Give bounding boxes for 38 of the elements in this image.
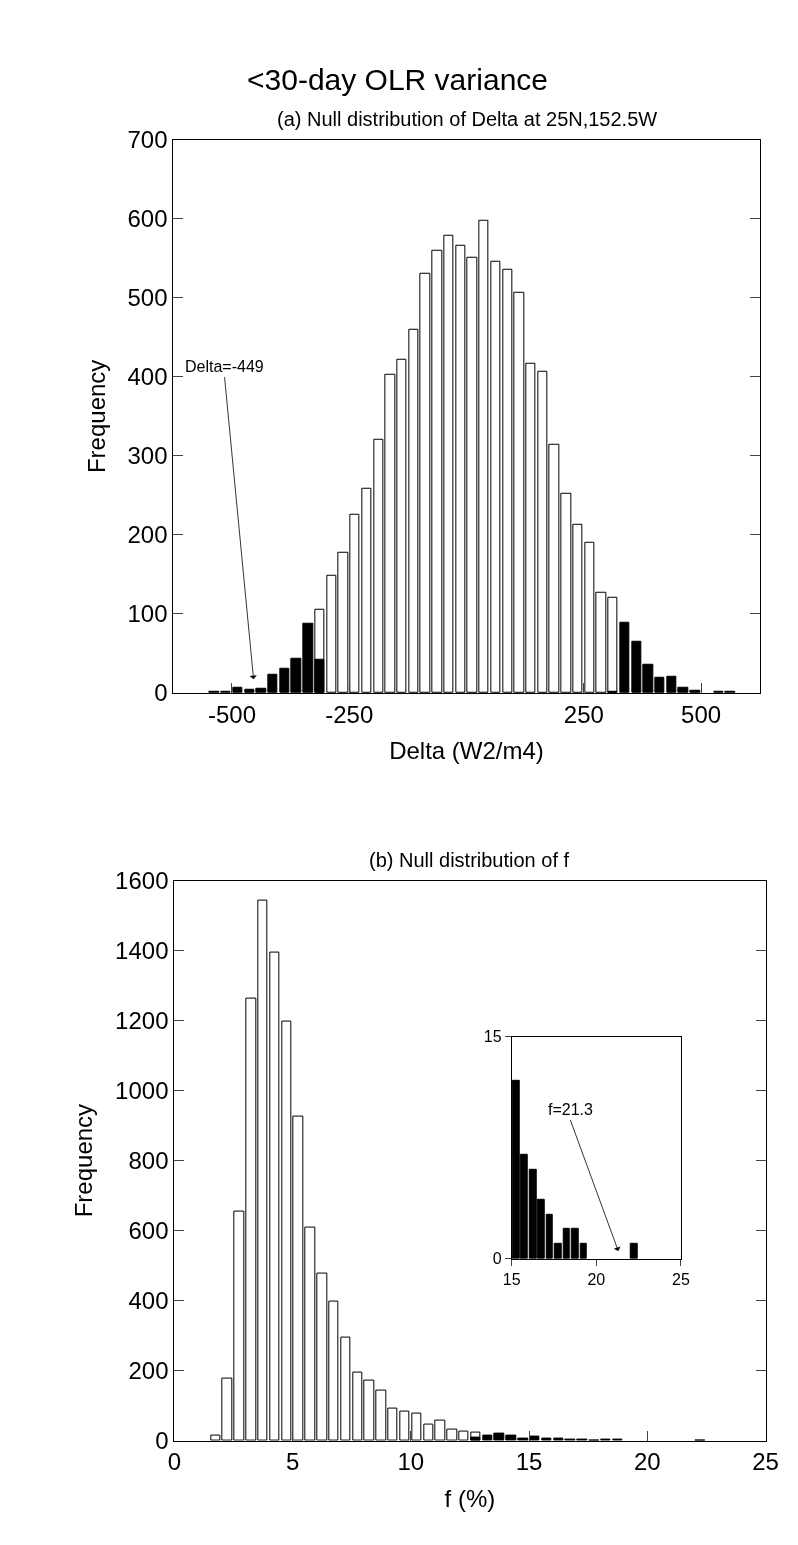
chart-title: (b) Null distribution of f [369, 849, 570, 871]
y-tick-label: 200 [128, 1357, 169, 1385]
y-tick-label: 400 [128, 1287, 169, 1315]
y-tick-label: 100 [127, 600, 168, 628]
x-axis-title: f (%) [444, 1484, 496, 1512]
x-tick-label: 250 [563, 700, 604, 728]
x-tick-label: 15 [502, 1271, 521, 1289]
chart-title: <30-day OLR variance [247, 63, 548, 96]
x-axis-title: Delta (W2/m4) [389, 737, 544, 765]
chart-subtitle: (a) Null distribution of Delta at 25N,152.5W [277, 108, 658, 130]
x-tick-label: 20 [587, 1271, 606, 1289]
y-tick-label: 400 [127, 363, 168, 391]
x-tick-label: 25 [672, 1271, 690, 1289]
y-tick-label: 0 [155, 1427, 169, 1455]
y-axis-title: Frequency [70, 1103, 98, 1218]
y-tick-label: 1200 [115, 1007, 169, 1034]
y-tick-label: 1600 [115, 866, 169, 894]
y-tick-label: 0 [154, 679, 168, 707]
annotation: Delta=-449 [185, 358, 264, 375]
x-tick-label: 5 [285, 1448, 300, 1476]
x-tick-label: 15 [515, 1448, 543, 1476]
annotation: f=21.3 [548, 1101, 594, 1118]
x-tick-label: -250 [325, 700, 374, 728]
x-tick-label: 500 [681, 700, 722, 728]
x-tick-label: -500 [207, 700, 256, 728]
y-tick-label: 500 [127, 284, 168, 312]
x-tick-label: 25 [752, 1448, 779, 1476]
x-tick-label: 20 [633, 1448, 661, 1476]
y-tick-label: 600 [128, 1217, 169, 1245]
y-tick-label: 300 [127, 442, 168, 470]
y-tick-label: 700 [127, 126, 168, 154]
y-tick-label: 1400 [115, 936, 169, 964]
y-axis-title: Frequency [82, 359, 110, 474]
y-tick-label: 600 [127, 205, 168, 233]
y-tick-label: 200 [127, 521, 168, 549]
y-tick-label: 800 [128, 1147, 169, 1175]
x-tick-label: 10 [397, 1448, 425, 1476]
y-tick-label: 1000 [115, 1077, 169, 1104]
